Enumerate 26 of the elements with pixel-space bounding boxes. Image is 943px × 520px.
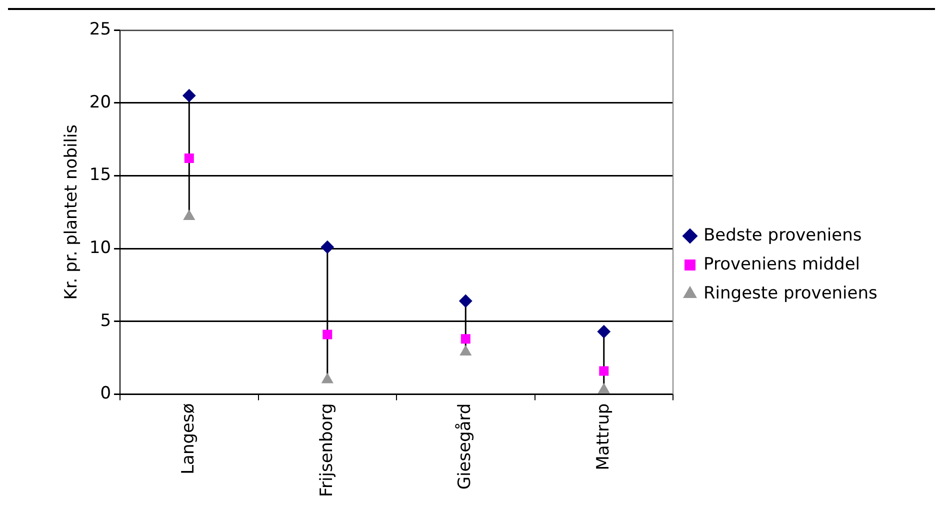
x-tick-label: Frijsenborg xyxy=(316,403,337,498)
legend-label: Proveniens middel xyxy=(704,254,860,274)
y-tick-label: 25 xyxy=(89,19,112,40)
legend-label: Ringeste proveniens xyxy=(704,283,878,304)
point xyxy=(599,366,609,376)
point xyxy=(597,325,610,338)
point xyxy=(184,153,194,163)
point xyxy=(459,294,472,308)
point xyxy=(598,383,610,394)
y-tick-label: 20 xyxy=(89,92,112,112)
x-tick-label: Giesegård xyxy=(455,403,476,490)
y-axis-title: Kr. pr. plantet nobilis xyxy=(62,124,82,300)
y-tick-label: 10 xyxy=(89,238,112,258)
point xyxy=(183,210,195,220)
point xyxy=(182,89,196,102)
x-tick-label: Langesø xyxy=(178,403,199,474)
legend-label: Bedste proveniens xyxy=(704,225,862,246)
y-tick-label: 0 xyxy=(100,384,112,404)
point xyxy=(460,334,470,344)
y-tick-label: 5 xyxy=(100,310,112,331)
point xyxy=(322,330,332,340)
y-tick-label: 15 xyxy=(89,165,112,186)
point xyxy=(320,240,334,254)
point xyxy=(460,346,472,356)
point xyxy=(322,373,334,384)
x-tick-label: Mattrup xyxy=(593,403,614,470)
